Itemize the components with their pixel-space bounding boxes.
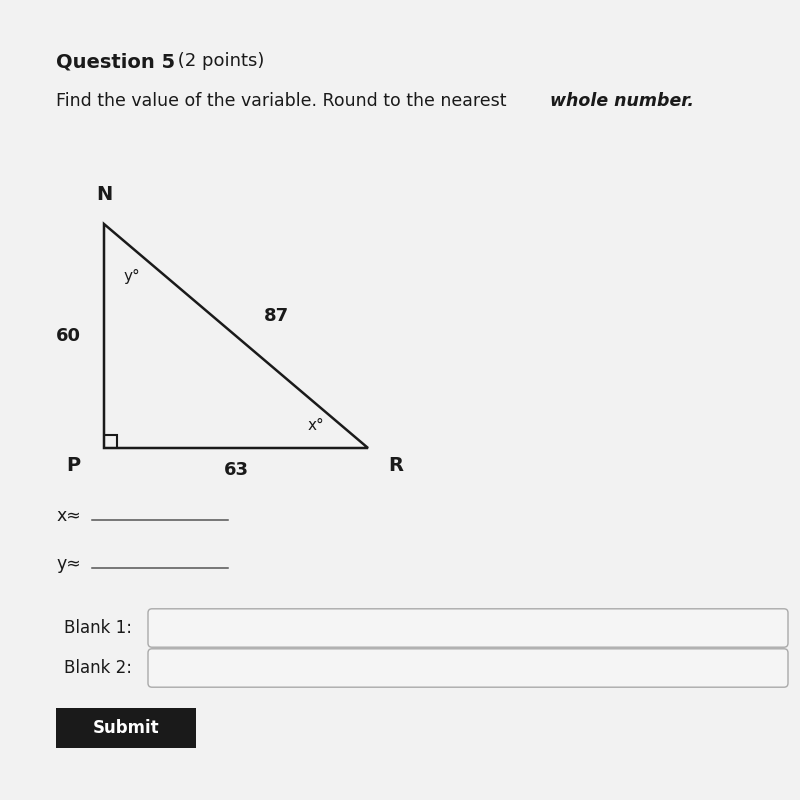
Text: N: N bbox=[96, 185, 112, 204]
FancyBboxPatch shape bbox=[148, 649, 788, 687]
Text: 87: 87 bbox=[263, 307, 289, 325]
Text: x≈: x≈ bbox=[56, 507, 81, 525]
Text: Blank 1:: Blank 1: bbox=[64, 619, 132, 637]
Text: 60: 60 bbox=[55, 327, 81, 345]
FancyBboxPatch shape bbox=[56, 708, 196, 748]
Text: Find the value of the variable. Round to the nearest: Find the value of the variable. Round to… bbox=[56, 92, 512, 110]
FancyBboxPatch shape bbox=[148, 609, 788, 647]
Text: P: P bbox=[66, 456, 80, 475]
Text: Submit: Submit bbox=[93, 719, 159, 737]
Text: (2 points): (2 points) bbox=[172, 52, 264, 70]
Text: Question 5: Question 5 bbox=[56, 52, 175, 71]
Text: y°: y° bbox=[124, 269, 141, 283]
Text: y≈: y≈ bbox=[56, 555, 81, 573]
Text: 63: 63 bbox=[223, 462, 249, 479]
Text: x°: x° bbox=[308, 418, 325, 433]
Text: R: R bbox=[388, 456, 403, 475]
Text: Blank 2:: Blank 2: bbox=[64, 659, 132, 677]
Text: whole number.: whole number. bbox=[550, 92, 694, 110]
